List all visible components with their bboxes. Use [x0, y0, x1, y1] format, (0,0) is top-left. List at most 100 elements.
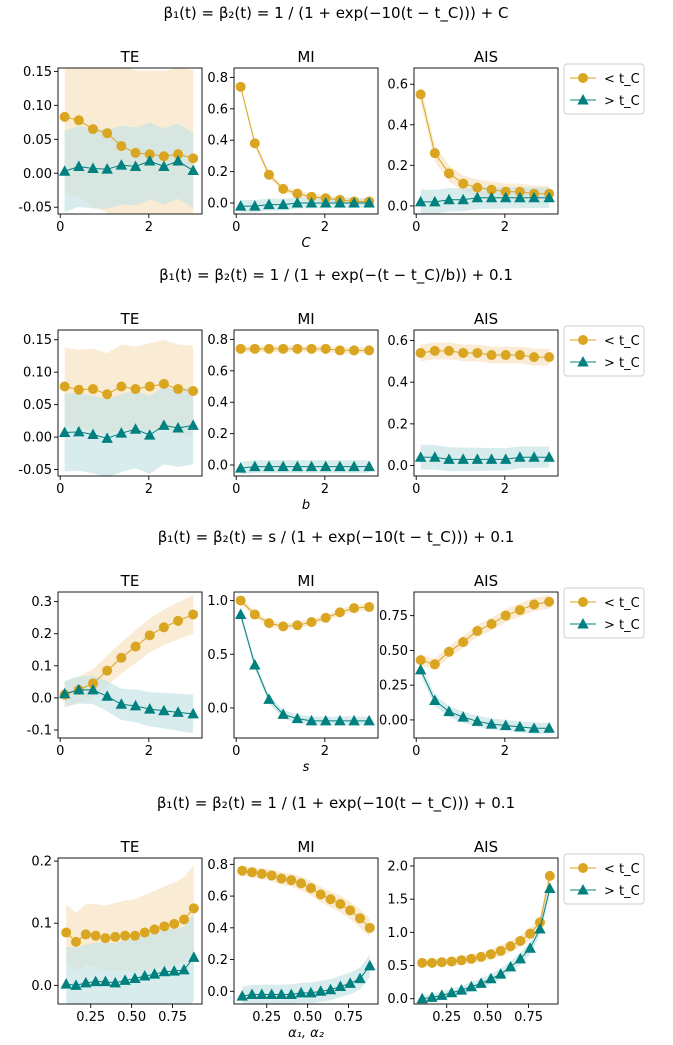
before-data-point [71, 936, 81, 947]
before-data-point [129, 930, 140, 941]
after-series-line [420, 456, 550, 460]
before-data-point [334, 345, 345, 356]
before-data-point [458, 637, 469, 648]
x-axis-label: C [301, 236, 311, 251]
before-data-point [120, 930, 131, 941]
x-tick-label: 0.75 [158, 1010, 187, 1025]
after-data-point [543, 722, 555, 733]
after-data-point [256, 988, 268, 999]
before-data-point [320, 612, 331, 623]
after-data-point [234, 462, 247, 473]
panel-title: AIS [474, 838, 498, 856]
before-data-point [173, 149, 184, 160]
y-tick-label: 0.0 [31, 979, 52, 994]
before-data-point [144, 630, 155, 641]
x-tick-label: 0.50 [117, 1010, 146, 1025]
before-data-point [364, 602, 375, 613]
after-data-point [60, 978, 72, 989]
after-data-point [485, 191, 498, 203]
before-data-point [514, 350, 525, 361]
y-tick-label: 0.6 [207, 102, 228, 117]
before-data-point [429, 659, 440, 670]
plot-area [234, 595, 375, 726]
axes-frame [57, 591, 203, 739]
x-tick-label: 0 [232, 744, 240, 759]
x-tick-label: 0 [56, 482, 64, 497]
after-data-point [429, 195, 441, 207]
after-data-point [315, 985, 327, 996]
after-data-point [471, 715, 484, 726]
figure-row-1: β₁(t) = β₂(t) = 1 / (1 + exp(−10(t − t_C… [18, 4, 645, 251]
before-data-point [296, 878, 307, 889]
after-data-point [416, 992, 428, 1004]
after-data-point [443, 705, 455, 717]
after-data-point [443, 453, 455, 464]
y-tick-label: 0.4 [207, 134, 228, 149]
before-data-point [188, 609, 199, 620]
after-confidence-band [240, 610, 370, 726]
before-data-point [544, 870, 555, 881]
after-data-point [129, 972, 141, 984]
y-tick-label: 1.0 [387, 926, 408, 941]
before-data-point [325, 894, 336, 905]
legend-marker-triangle [577, 94, 589, 105]
before-data-point [466, 953, 477, 964]
legend-marker-circle [578, 863, 588, 873]
legend-marker-circle [578, 597, 588, 607]
after-data-point [543, 191, 555, 203]
after-data-point [500, 191, 512, 203]
after-data-point [73, 160, 85, 171]
after-data-point [354, 972, 366, 984]
after-data-point [324, 983, 337, 995]
x-tick-label: 2 [145, 220, 153, 235]
after-data-point [534, 923, 546, 934]
after-data-point [101, 690, 113, 701]
after-data-point [320, 197, 332, 208]
before-data-point [436, 957, 447, 968]
before-data-point [320, 343, 331, 354]
before-series-line [240, 600, 370, 627]
before-data-point [514, 605, 525, 616]
after-data-point [275, 988, 288, 999]
before-data-point [444, 646, 455, 657]
y-tick-label: 1.0 [207, 594, 228, 609]
before-data-point [486, 618, 497, 629]
after-data-point [514, 451, 526, 462]
before-data-point [292, 620, 303, 631]
x-tick-label: 2 [501, 482, 509, 497]
x-tick-label: 0.75 [334, 1010, 363, 1025]
before-data-point [73, 384, 84, 395]
y-tick-label: 0.75 [379, 609, 408, 624]
before-data-point [415, 89, 426, 100]
after-data-point [364, 959, 376, 971]
after-data-point [249, 659, 261, 670]
plot-area [60, 864, 200, 1004]
before-data-point [458, 347, 469, 358]
after-data-point [115, 427, 128, 438]
before-data-point [173, 384, 184, 395]
after-data-point [429, 451, 441, 462]
after-data-point [144, 429, 156, 440]
after-series-line [64, 424, 194, 439]
after-data-point [187, 707, 199, 719]
after-series-line [64, 160, 194, 172]
y-tick-label: 0.1 [31, 659, 52, 674]
before-data-point [188, 903, 199, 914]
plot-area [414, 594, 555, 734]
before-data-point [349, 345, 360, 356]
after-data-point [471, 453, 484, 464]
before-data-point [278, 343, 289, 354]
panel-title: TE [120, 310, 140, 328]
after-data-point [277, 198, 289, 210]
before-data-point [429, 148, 440, 159]
before-data-point [169, 918, 180, 929]
before-data-point [306, 343, 317, 354]
before-data-point [116, 652, 127, 663]
before-data-point [364, 922, 375, 933]
legend-label-after: > t_C [604, 884, 640, 899]
legend: < t_C > t_C [563, 853, 645, 905]
y-tick-label: 2.0 [387, 859, 408, 874]
plot-area [234, 343, 375, 475]
plot-area [416, 869, 556, 1004]
after-data-point [187, 419, 199, 430]
